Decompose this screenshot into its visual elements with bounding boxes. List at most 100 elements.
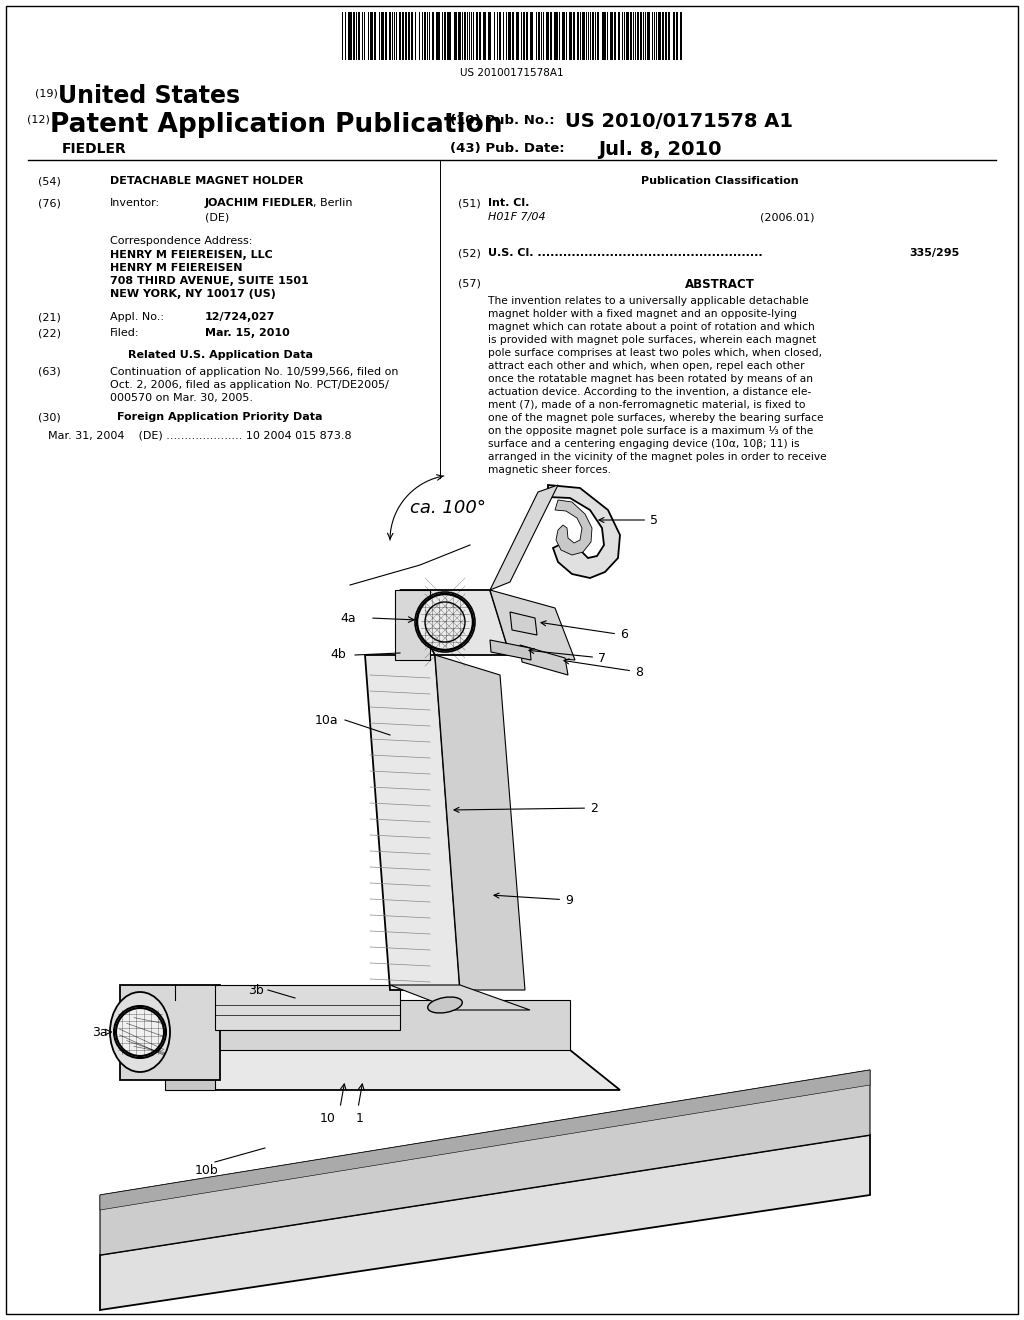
Text: 3a: 3a: [92, 1026, 108, 1039]
Text: The invention relates to a universally applicable detachable: The invention relates to a universally a…: [488, 296, 809, 306]
Bar: [546, 12, 549, 59]
Text: Jul. 8, 2010: Jul. 8, 2010: [598, 140, 722, 158]
Bar: [530, 12, 534, 59]
Text: attract each other and which, when open, repel each other: attract each other and which, when open,…: [488, 360, 805, 371]
Text: 1: 1: [356, 1111, 364, 1125]
Text: (63): (63): [38, 367, 60, 378]
Text: (10) Pub. No.:: (10) Pub. No.:: [450, 114, 555, 127]
Text: (54): (54): [38, 176, 60, 186]
Polygon shape: [165, 1049, 620, 1090]
Text: 8: 8: [564, 659, 643, 678]
Text: 000570 on Mar. 30, 2005.: 000570 on Mar. 30, 2005.: [110, 393, 253, 403]
Bar: [358, 12, 360, 59]
Text: 10: 10: [321, 1111, 336, 1125]
Bar: [348, 12, 352, 59]
Text: Int. Cl.: Int. Cl.: [488, 198, 529, 209]
Bar: [573, 12, 575, 59]
Bar: [665, 12, 667, 59]
Polygon shape: [548, 484, 620, 578]
Bar: [582, 12, 585, 59]
Text: arranged in the vicinity of the magnet poles in order to receive: arranged in the vicinity of the magnet p…: [488, 451, 826, 462]
Text: , Berlin: , Berlin: [313, 198, 352, 209]
Bar: [353, 12, 355, 59]
Text: Continuation of application No. 10/599,566, filed on: Continuation of application No. 10/599,5…: [110, 367, 398, 378]
Text: on the opposite magnet pole surface is a maximum ⅓ of the: on the opposite magnet pole surface is a…: [488, 426, 813, 436]
Ellipse shape: [110, 993, 170, 1072]
Bar: [637, 12, 639, 59]
Text: United States: United States: [58, 84, 240, 108]
Bar: [458, 12, 461, 59]
Bar: [523, 12, 525, 59]
Text: FIEDLER: FIEDLER: [62, 143, 127, 156]
Text: Appl. No.:: Appl. No.:: [110, 312, 164, 322]
Bar: [424, 12, 426, 59]
Bar: [508, 12, 511, 59]
Polygon shape: [520, 645, 568, 675]
Bar: [554, 12, 558, 59]
Text: (19): (19): [35, 88, 58, 98]
Bar: [626, 12, 629, 59]
Text: surface and a centering engaging device (10α, 10β; 11) is: surface and a centering engaging device …: [488, 440, 800, 449]
Polygon shape: [490, 590, 575, 660]
Bar: [614, 12, 616, 59]
Bar: [538, 12, 540, 59]
Polygon shape: [435, 655, 525, 990]
Text: (12): (12): [27, 114, 50, 124]
Text: 10a: 10a: [315, 714, 339, 726]
Ellipse shape: [116, 1008, 164, 1056]
Bar: [385, 12, 387, 59]
Text: Mar. 15, 2010: Mar. 15, 2010: [205, 327, 290, 338]
Text: (DE): (DE): [205, 213, 229, 222]
Text: Correspondence Address:: Correspondence Address:: [110, 236, 252, 246]
Bar: [577, 12, 579, 59]
Text: Filed:: Filed:: [110, 327, 139, 338]
Bar: [381, 12, 384, 59]
Bar: [673, 12, 675, 59]
Text: Foreign Application Priority Data: Foreign Application Priority Data: [118, 412, 323, 422]
Bar: [562, 12, 565, 59]
Text: (76): (76): [38, 198, 60, 209]
Bar: [408, 12, 410, 59]
Bar: [630, 12, 632, 59]
Text: actuation device. According to the invention, a distance ele-: actuation device. According to the inven…: [488, 387, 811, 397]
Polygon shape: [390, 985, 530, 1010]
Text: DETACHABLE MAGNET HOLDER: DETACHABLE MAGNET HOLDER: [110, 176, 303, 186]
Bar: [516, 12, 519, 59]
Bar: [464, 12, 466, 59]
Polygon shape: [100, 1135, 870, 1309]
Bar: [602, 12, 606, 59]
Text: (30): (30): [38, 412, 60, 422]
Text: (57): (57): [458, 279, 481, 288]
Bar: [592, 12, 594, 59]
Polygon shape: [395, 590, 430, 660]
Text: once the rotatable magnet has been rotated by means of an: once the rotatable magnet has been rotat…: [488, 374, 813, 384]
Text: (52): (52): [458, 248, 481, 257]
Text: (21): (21): [38, 312, 60, 322]
Bar: [374, 12, 376, 59]
Polygon shape: [400, 590, 510, 655]
Text: Oct. 2, 2006, filed as application No. PCT/DE2005/: Oct. 2, 2006, filed as application No. P…: [110, 380, 389, 389]
Polygon shape: [365, 655, 460, 990]
Polygon shape: [215, 985, 400, 1030]
Text: (43) Pub. Date:: (43) Pub. Date:: [450, 143, 564, 154]
Bar: [399, 12, 401, 59]
Bar: [658, 12, 662, 59]
Text: HENRY M FEIEREISEN, LLC: HENRY M FEIEREISEN, LLC: [110, 249, 272, 260]
Text: magnetic sheer forces.: magnetic sheer forces.: [488, 465, 611, 475]
Text: ment (7), made of a non-ferromagnetic material, is fixed to: ment (7), made of a non-ferromagnetic ma…: [488, 400, 806, 411]
Text: 4b: 4b: [330, 648, 346, 661]
Bar: [676, 12, 678, 59]
Bar: [569, 12, 572, 59]
Bar: [436, 12, 440, 59]
Text: US 20100171578A1: US 20100171578A1: [460, 69, 564, 78]
Bar: [406, 12, 407, 59]
Bar: [668, 12, 670, 59]
Polygon shape: [165, 1001, 215, 1090]
Text: pole surface comprises at least two poles which, when closed,: pole surface comprises at least two pole…: [488, 348, 822, 358]
Bar: [432, 12, 434, 59]
Bar: [447, 12, 451, 59]
Polygon shape: [100, 1071, 870, 1210]
Bar: [662, 12, 664, 59]
Text: NEW YORK, NY 10017 (US): NEW YORK, NY 10017 (US): [110, 289, 275, 300]
Bar: [479, 12, 481, 59]
